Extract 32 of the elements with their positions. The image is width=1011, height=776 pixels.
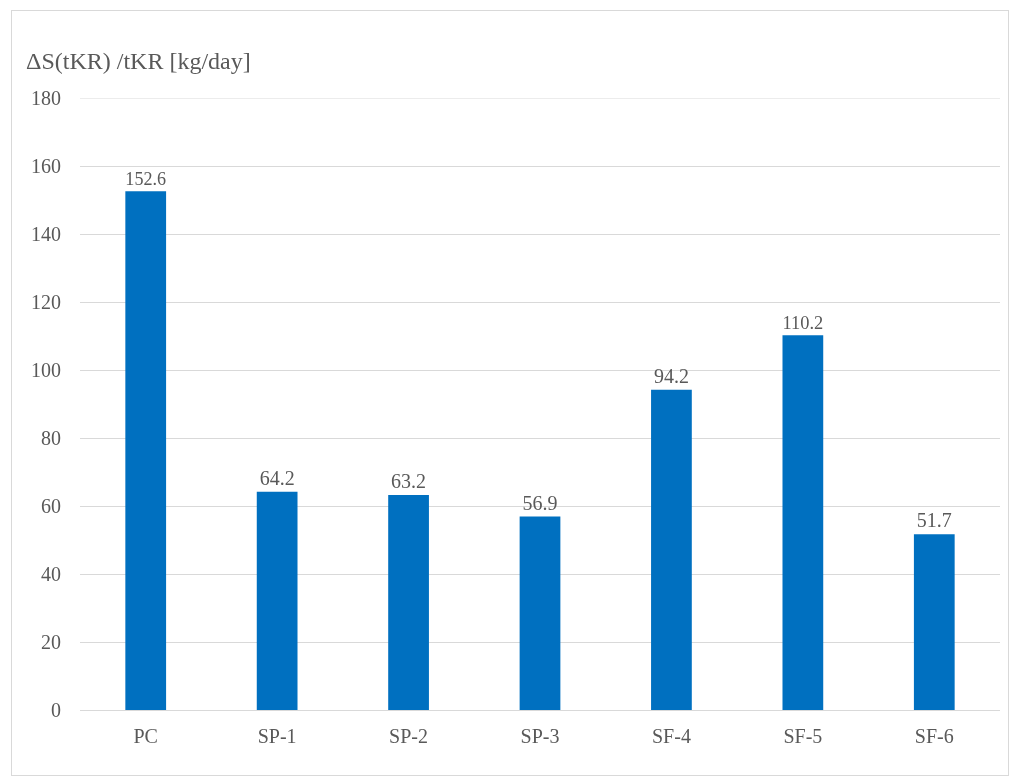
data-label: 94.2 bbox=[653, 364, 689, 387]
bar bbox=[256, 491, 298, 710]
data-label: 63.2 bbox=[391, 470, 427, 493]
x-tick-label: SF-5 bbox=[783, 725, 823, 747]
bar bbox=[388, 495, 429, 710]
y-tick-label: 100 bbox=[31, 359, 61, 381]
data-label: 56.9 bbox=[522, 491, 558, 514]
x-tick-label: SF-4 bbox=[651, 725, 691, 747]
x-tick-label: SF-6 bbox=[914, 725, 954, 747]
y-tick-label: 60 bbox=[41, 495, 61, 517]
y-axis-title: ΔS(tKR) /tKR [kg/day] bbox=[26, 48, 251, 74]
data-label: 110.2 bbox=[782, 312, 824, 333]
data-label: 64.2 bbox=[259, 466, 295, 489]
bar bbox=[782, 335, 824, 710]
y-tick-label: 120 bbox=[31, 291, 61, 313]
y-tick-label: 40 bbox=[41, 563, 61, 585]
y-tick-label: 0 bbox=[51, 699, 61, 721]
bar bbox=[519, 516, 561, 710]
x-tick-label: PC bbox=[133, 725, 158, 747]
bar bbox=[651, 389, 692, 710]
y-tick-label: 80 bbox=[41, 427, 61, 449]
x-tick-label: SP-2 bbox=[389, 725, 429, 747]
x-tick-label: SP-1 bbox=[257, 725, 297, 747]
x-tick-label: SP-3 bbox=[520, 725, 560, 747]
y-tick-label: 180 bbox=[31, 87, 61, 109]
data-label: 152.6 bbox=[125, 168, 167, 189]
y-tick-label: 140 bbox=[31, 223, 61, 245]
data-label: 51.7 bbox=[916, 509, 952, 532]
bar bbox=[125, 191, 167, 710]
y-tick-label: 160 bbox=[31, 155, 61, 177]
bar bbox=[913, 534, 955, 710]
y-tick-label: 20 bbox=[41, 631, 61, 653]
